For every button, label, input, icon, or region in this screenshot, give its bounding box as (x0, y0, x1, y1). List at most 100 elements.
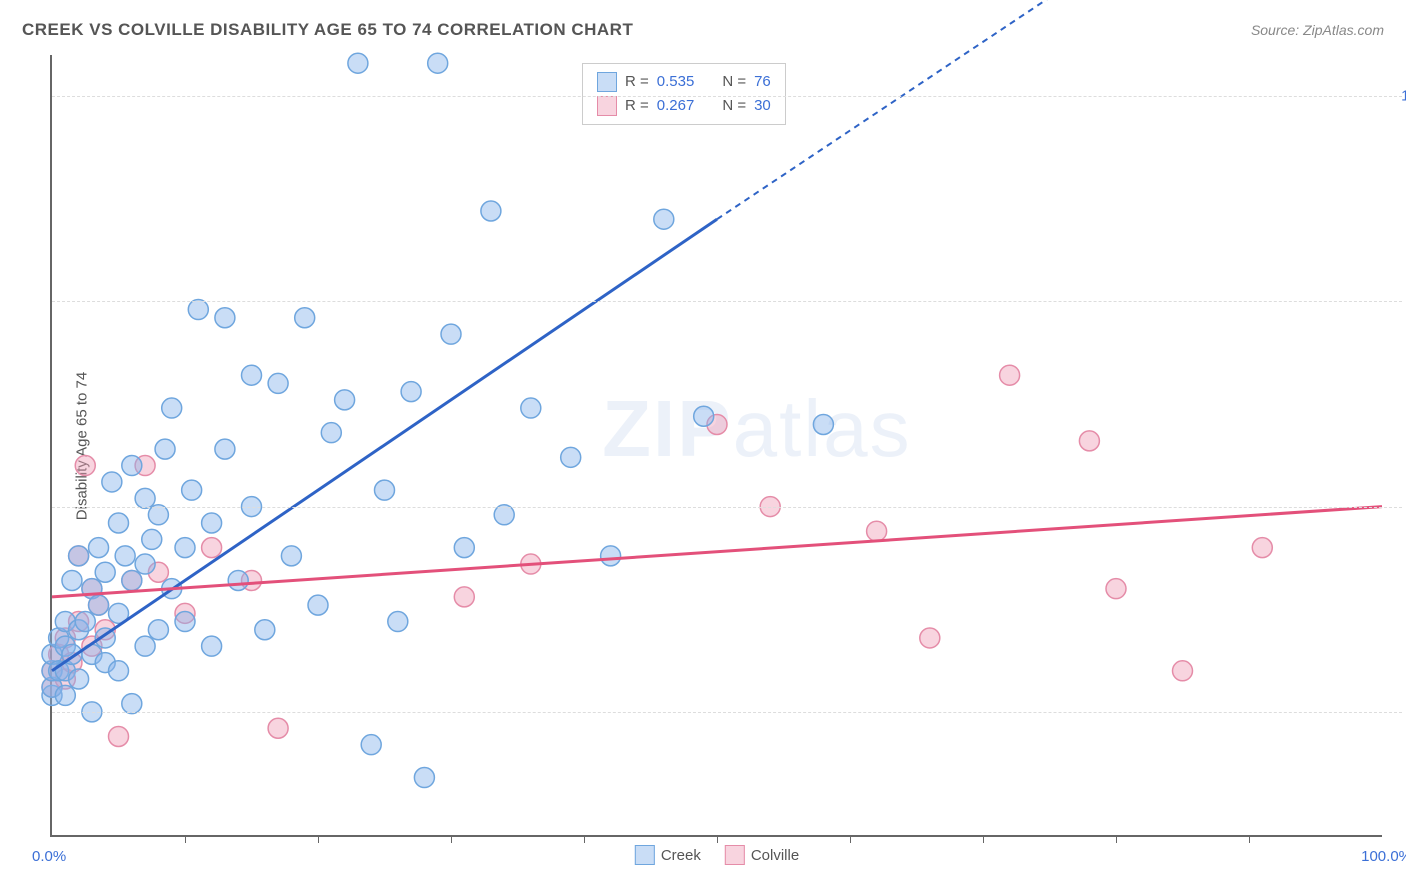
chart-title: CREEK VS COLVILLE DISABILITY AGE 65 TO 7… (22, 20, 633, 40)
scatter-point (182, 480, 202, 500)
scatter-point (228, 570, 248, 590)
scatter-point (122, 570, 142, 590)
scatter-point (454, 587, 474, 607)
legend-n-value: 30 (754, 94, 771, 118)
scatter-point (414, 768, 434, 788)
scatter-point (441, 324, 461, 344)
series-legend-label: Creek (661, 847, 701, 864)
scatter-point (920, 628, 940, 648)
scatter-point (1106, 579, 1126, 599)
scatter-point (268, 718, 288, 738)
scatter-point (162, 398, 182, 418)
legend-r-value: 0.267 (657, 94, 695, 118)
scatter-point (69, 669, 89, 689)
scatter-point (142, 529, 162, 549)
x-axis-min-label: 0.0% (32, 848, 66, 865)
scatter-point (109, 661, 129, 681)
scatter-point (62, 570, 82, 590)
x-tick (185, 835, 186, 843)
legend-r-label: R = (625, 94, 649, 118)
scatter-point (135, 554, 155, 574)
x-tick (717, 835, 718, 843)
series-legend-item: Colville (725, 845, 799, 865)
scatter-point (428, 53, 448, 73)
y-tick-label: 50.0% (1392, 498, 1406, 515)
scatter-point (55, 685, 75, 705)
scatter-point (75, 456, 95, 476)
x-tick (850, 835, 851, 843)
scatter-point (1079, 431, 1099, 451)
legend-n-label: N = (722, 94, 746, 118)
scatter-point (102, 472, 122, 492)
legend-swatch (635, 845, 655, 865)
scatter-point (109, 726, 129, 746)
scatter-point (813, 414, 833, 434)
chart-header: CREEK VS COLVILLE DISABILITY AGE 65 TO 7… (22, 20, 1384, 40)
scatter-point (335, 390, 355, 410)
legend-r-label: R = (625, 70, 649, 94)
scatter-point (109, 513, 129, 533)
scatter-point (1252, 538, 1272, 558)
legend-row: R = 0.267 N = 30 (597, 94, 771, 118)
trend-line (52, 219, 717, 671)
scatter-point (242, 365, 262, 385)
legend-swatch (597, 96, 617, 116)
series-legend: Creek Colville (635, 845, 799, 865)
scatter-point (494, 505, 514, 525)
x-tick (1249, 835, 1250, 843)
legend-r-value: 0.535 (657, 70, 695, 94)
scatter-point (321, 423, 341, 443)
plot-area: ZIPatlas R =0.535N =76R =0.267N =30 Cree… (50, 55, 1382, 837)
scatter-point (202, 513, 222, 533)
scatter-point (75, 612, 95, 632)
scatter-point (268, 373, 288, 393)
scatter-point (375, 480, 395, 500)
scatter-point (215, 308, 235, 328)
scatter-point (69, 546, 89, 566)
x-axis-max-label: 100.0% (1361, 848, 1406, 865)
scatter-point (1000, 365, 1020, 385)
legend-swatch (725, 845, 745, 865)
gridline (52, 301, 1402, 302)
scatter-point (155, 439, 175, 459)
legend-swatch (597, 72, 617, 92)
scatter-point (401, 382, 421, 402)
scatter-point (601, 546, 621, 566)
scatter-point (654, 209, 674, 229)
series-legend-item: Creek (635, 845, 701, 865)
legend-row: R = 0.535 N = 76 (597, 70, 771, 94)
scatter-point (361, 735, 381, 755)
scatter-point (1173, 661, 1193, 681)
x-tick (451, 835, 452, 843)
scatter-point (202, 538, 222, 558)
scatter-point (135, 636, 155, 656)
scatter-point (188, 300, 208, 320)
scatter-point (122, 694, 142, 714)
scatter-point (95, 562, 115, 582)
scatter-point (175, 538, 195, 558)
scatter-point (867, 521, 887, 541)
scatter-point (148, 620, 168, 640)
scatter-point (694, 406, 714, 426)
y-tick-label: 75.0% (1392, 293, 1406, 310)
scatter-point (89, 595, 109, 615)
series-legend-label: Colville (751, 847, 799, 864)
scatter-point (281, 546, 301, 566)
scatter-point (122, 456, 142, 476)
y-tick-label: 25.0% (1392, 703, 1406, 720)
legend-n-label: N = (722, 70, 746, 94)
scatter-point (135, 488, 155, 508)
scatter-point (454, 538, 474, 558)
x-tick (1116, 835, 1117, 843)
scatter-point (308, 595, 328, 615)
scatter-point (115, 546, 135, 566)
scatter-point (215, 439, 235, 459)
scatter-svg (52, 55, 1382, 835)
x-tick (983, 835, 984, 843)
legend-n-value: 76 (754, 70, 771, 94)
scatter-point (202, 636, 222, 656)
scatter-point (148, 505, 168, 525)
x-tick (584, 835, 585, 843)
scatter-point (348, 53, 368, 73)
scatter-point (481, 201, 501, 221)
